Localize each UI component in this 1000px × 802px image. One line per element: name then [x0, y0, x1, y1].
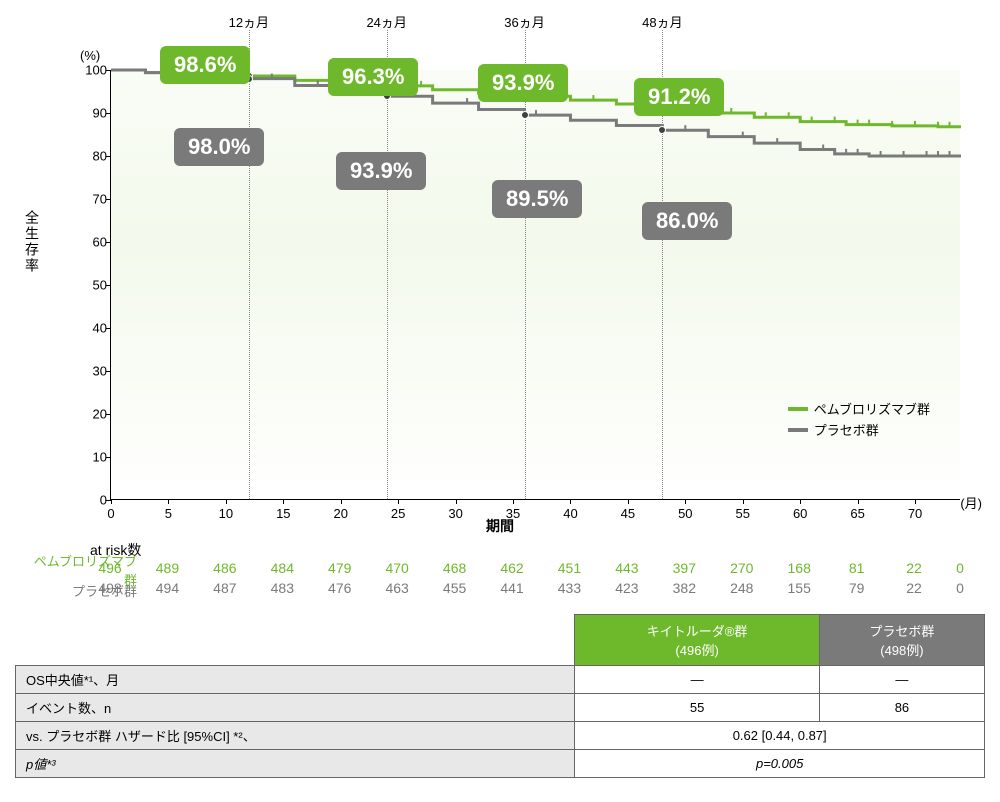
at-risk-cell: 451: [558, 560, 581, 576]
at-risk-cell: 487: [213, 580, 236, 596]
xaxis-title: 期間: [486, 516, 514, 536]
callout-label: 93.9%: [336, 152, 426, 190]
ytick: 60: [69, 235, 107, 250]
at-risk-cell: 79: [849, 580, 865, 596]
at-risk-cell: 441: [500, 580, 523, 596]
at-risk-cell: 496: [98, 560, 121, 576]
summary-table: キイトルーダ®群(496例)プラセボ群(498例)OS中央値*¹、月——イベント…: [15, 614, 985, 778]
table-cell: 0.62 [0.44, 0.87]: [575, 722, 985, 750]
at-risk-cell: 455: [443, 580, 466, 596]
table-corner: [16, 615, 575, 666]
at-risk-cell: 470: [385, 560, 408, 576]
ytick: 30: [69, 364, 107, 379]
at-risk-cell: 462: [500, 560, 523, 576]
table-row-header: vs. プラセボ群 ハザード比 [95%CI] *²、: [16, 722, 575, 750]
reference-line-label: 48ヵ月: [642, 12, 682, 31]
at-risk-cell: 22: [906, 580, 922, 596]
legend-swatch: [788, 428, 808, 432]
at-risk-cell: 270: [730, 560, 753, 576]
xtick: 40: [563, 506, 577, 521]
reference-line-label: 36ヵ月: [504, 12, 544, 31]
at-risk-cell: 155: [788, 580, 811, 596]
at-risk-cell: 483: [271, 580, 294, 596]
at-risk-cell: 168: [788, 560, 811, 576]
ytick: 70: [69, 192, 107, 207]
at-risk-cell: 423: [615, 580, 638, 596]
ytick: 80: [69, 149, 107, 164]
at-risk-cell: 81: [849, 560, 865, 576]
marker-dot: [658, 126, 666, 134]
callout-label: 89.5%: [492, 180, 582, 218]
ytick: 20: [69, 407, 107, 422]
callout-label: 98.6%: [160, 46, 250, 84]
callout-label: 93.9%: [478, 64, 568, 102]
xtick: 30: [448, 506, 462, 521]
legend: ペムブロリズマブ群プラセボ群: [788, 399, 930, 441]
table-cell: —: [575, 666, 820, 694]
table-cell: p=0.005: [575, 750, 985, 778]
table-row-header: イベント数、n: [16, 694, 575, 722]
table-row-header: p値*³: [16, 750, 575, 778]
at-risk-cell: 433: [558, 580, 581, 596]
xtick: 45: [621, 506, 635, 521]
ytick: 10: [69, 450, 107, 465]
table-cell: —: [819, 666, 984, 694]
marker-dot: [521, 111, 529, 119]
ytick: 40: [69, 321, 107, 336]
at-risk-cell: 486: [213, 560, 236, 576]
at-risk-table: at risk数 ペムブロリズマブ群4964894864844794704684…: [30, 540, 990, 600]
xtick: 65: [850, 506, 864, 521]
legend-swatch: [788, 407, 808, 411]
callout-label: 86.0%: [642, 202, 732, 240]
callout-label: 98.0%: [174, 128, 264, 166]
callout-label: 91.2%: [634, 78, 724, 116]
table-col-header: キイトルーダ®群(496例): [575, 615, 820, 666]
at-risk-cell: 397: [673, 560, 696, 576]
xtick: 50: [678, 506, 692, 521]
at-risk-cell: 476: [328, 580, 351, 596]
ytick: 0: [69, 493, 107, 508]
yaxis-title: 全生存率: [22, 210, 42, 274]
reference-line-label: 12ヵ月: [229, 12, 269, 31]
at-risk-title: at risk数: [90, 540, 990, 560]
ytick: 90: [69, 106, 107, 121]
xtick: 10: [219, 506, 233, 521]
xtick: 5: [165, 506, 172, 521]
xtick: 0: [107, 506, 114, 521]
table-cell: 55: [575, 694, 820, 722]
at-risk-cell: 0: [956, 580, 964, 596]
yaxis-unit: (%): [80, 48, 100, 63]
ytick: 100: [69, 63, 107, 78]
legend-label: プラセボ群: [814, 420, 879, 439]
callout-label: 96.3%: [328, 58, 418, 96]
at-risk-cell: 494: [156, 580, 179, 596]
ytick: 50: [69, 278, 107, 293]
at-risk-row-label: プラセボ群: [30, 581, 145, 600]
survival-chart: 全生存率 (%) 0 10 20 30 40 50 60 70 80 90 100 0 5 10 15 20 2…: [10, 10, 990, 540]
xtick: 55: [736, 506, 750, 521]
at-risk-cell: 498: [98, 580, 121, 596]
at-risk-cell: 463: [385, 580, 408, 596]
at-risk-cell: 479: [328, 560, 351, 576]
at-risk-cell: 248: [730, 580, 753, 596]
table-cell: 86: [819, 694, 984, 722]
xtick: 70: [908, 506, 922, 521]
xaxis-unit: (月): [960, 493, 982, 512]
table-col-header: プラセボ群(498例): [819, 615, 984, 666]
at-risk-cell: 468: [443, 560, 466, 576]
xtick: 25: [391, 506, 405, 521]
xtick: 15: [276, 506, 290, 521]
xtick: 60: [793, 506, 807, 521]
at-risk-cell: 489: [156, 560, 179, 576]
table-row-header: OS中央値*¹、月: [16, 666, 575, 694]
xtick: 20: [333, 506, 347, 521]
at-risk-cell: 443: [615, 560, 638, 576]
summary-table-wrap: キイトルーダ®群(496例)プラセボ群(498例)OS中央値*¹、月——イベント…: [10, 614, 990, 778]
legend-label: ペムブロリズマブ群: [814, 399, 930, 418]
at-risk-cell: 0: [956, 560, 964, 576]
at-risk-cell: 484: [271, 560, 294, 576]
at-risk-cell: 382: [673, 580, 696, 596]
reference-line-label: 24ヵ月: [366, 12, 406, 31]
at-risk-cell: 22: [906, 560, 922, 576]
